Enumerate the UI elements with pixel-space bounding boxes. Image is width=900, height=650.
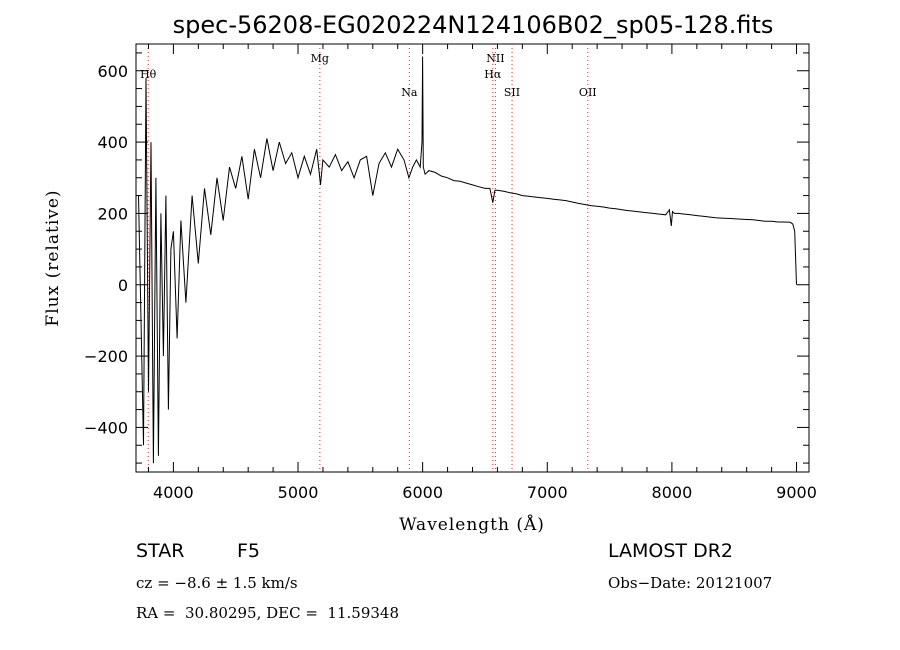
spectrum-line: [138, 56, 797, 464]
plot-frame: [135, 43, 810, 473]
x-axis-label: Wavelength (Å): [399, 514, 545, 535]
ra-dec: RA = 30.80295, DEC = 11.59348: [136, 604, 400, 622]
subclass: F5: [237, 540, 261, 562]
x-tick-label: 6000: [402, 483, 443, 502]
x-tick-label: 4000: [153, 483, 194, 502]
chart-title: spec-56208-EG020224N124106B02_sp05-128.f…: [173, 11, 774, 39]
x-tick-label: 5000: [278, 483, 319, 502]
redshift-cz: cz = −8.6 ± 1.5 km/s: [136, 574, 298, 592]
obs-date: Obs−Date: 20121007: [608, 574, 773, 592]
y-tick-label: −400: [84, 418, 128, 437]
line-marker-label: Hθ: [140, 68, 157, 81]
x-tick-label: 7000: [527, 483, 568, 502]
y-tick-label: 0: [118, 276, 128, 295]
object-type: STAR: [136, 540, 185, 562]
y-tick-label: −200: [84, 347, 128, 366]
line-marker-label: Hα: [484, 68, 502, 81]
survey-name: LAMOST DR2: [608, 540, 733, 562]
line-marker-label: Mg: [311, 52, 329, 65]
y-tick-label: 600: [97, 62, 128, 81]
axis-ticks: 4000 5000 6000 7000 8000 9000 −400 −200 0 200 400 6…: [84, 44, 817, 502]
y-tick-label: 400: [97, 133, 128, 152]
line-marker-label: Na: [401, 86, 418, 99]
y-tick-label: 200: [97, 204, 128, 223]
y-axis-label: Flux (relative): [43, 189, 63, 326]
x-tick-label: 9000: [776, 483, 817, 502]
line-marker-label: NII: [486, 52, 504, 65]
line-marker-label: OII: [579, 86, 597, 99]
line-marker-label: SII: [504, 86, 520, 99]
x-tick-label: 8000: [652, 483, 693, 502]
